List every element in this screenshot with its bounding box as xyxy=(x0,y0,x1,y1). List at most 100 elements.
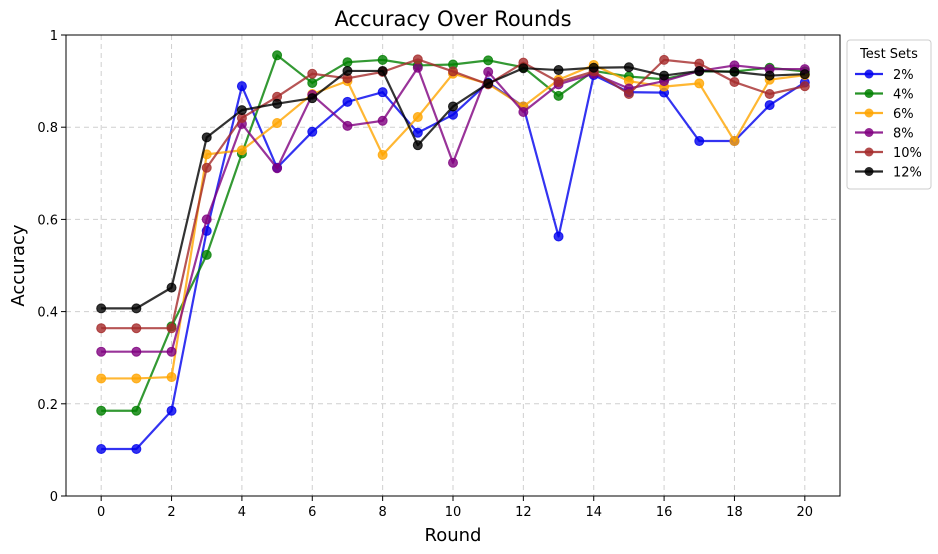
data-point xyxy=(96,443,107,454)
legend-title: Test Sets xyxy=(859,47,918,62)
data-point xyxy=(553,231,564,242)
legend-swatch-marker xyxy=(864,147,874,157)
data-point xyxy=(166,405,177,416)
data-point xyxy=(448,157,458,168)
data-point xyxy=(553,65,564,76)
data-point xyxy=(272,118,283,129)
data-point xyxy=(96,346,107,357)
data-point xyxy=(799,69,810,80)
legend-swatch-marker xyxy=(864,128,874,137)
data-point xyxy=(377,65,388,76)
x-tick-label: 16 xyxy=(656,505,673,520)
data-point xyxy=(342,65,353,76)
data-point xyxy=(96,373,107,384)
data-point xyxy=(131,443,142,454)
data-point xyxy=(201,132,212,143)
x-tick-label: 8 xyxy=(378,505,386,520)
legend-swatch-marker xyxy=(864,167,874,176)
legend-swatch-marker xyxy=(864,89,874,98)
y-tick-label: 0.8 xyxy=(37,121,58,136)
data-point xyxy=(166,346,177,357)
data-point xyxy=(201,162,212,173)
x-tick-label: 12 xyxy=(515,505,532,520)
x-tick-label: 20 xyxy=(797,505,814,520)
data-point xyxy=(307,68,318,79)
x-tick-label: 14 xyxy=(585,505,602,520)
data-point xyxy=(448,101,458,112)
legend-label: 4% xyxy=(893,88,914,103)
x-axis-label: Round xyxy=(425,525,482,546)
legend-item: 10% xyxy=(855,146,922,161)
legend-swatch-marker xyxy=(864,108,874,118)
data-point xyxy=(764,100,775,111)
y-axis-label: Accuracy xyxy=(8,224,29,307)
data-point xyxy=(272,98,283,109)
y-tick-label: 0 xyxy=(50,490,58,505)
data-point xyxy=(412,54,423,65)
data-point xyxy=(553,90,564,101)
data-point xyxy=(236,81,247,92)
legend-item: 6% xyxy=(855,107,914,122)
data-point xyxy=(764,89,775,100)
legend-item: 8% xyxy=(855,127,914,142)
data-point xyxy=(729,66,740,77)
data-point xyxy=(377,115,388,126)
data-point xyxy=(96,405,107,416)
data-point xyxy=(588,62,599,73)
data-point xyxy=(342,120,353,131)
data-point xyxy=(377,87,388,98)
legend-label: 2% xyxy=(893,68,914,83)
series-layer xyxy=(96,50,810,454)
series-5 xyxy=(96,54,810,334)
data-point xyxy=(483,66,494,77)
legend-item: 4% xyxy=(855,88,914,103)
data-point xyxy=(694,78,705,89)
x-axis-ticks: 0 2 4 6 8 10 12 14 16 18 20 xyxy=(97,496,813,520)
data-point xyxy=(96,303,107,314)
data-point xyxy=(659,54,670,65)
data-point xyxy=(412,112,423,123)
y-tick-label: 0.2 xyxy=(37,398,58,413)
legend-label: 12% xyxy=(893,166,922,181)
x-tick-label: 0 xyxy=(97,505,105,520)
data-point xyxy=(307,93,318,104)
data-point xyxy=(377,54,388,65)
data-point xyxy=(131,303,142,314)
data-point xyxy=(131,346,142,357)
data-point xyxy=(412,62,423,73)
data-point xyxy=(201,214,212,225)
y-axis-ticks: 0 0.2 0.4 0.6 0.8 1 xyxy=(37,29,66,505)
data-point xyxy=(131,373,142,384)
data-point xyxy=(307,126,318,137)
data-point xyxy=(201,249,212,260)
data-point xyxy=(412,127,423,138)
data-point xyxy=(131,323,142,334)
data-point xyxy=(131,405,142,416)
legend-label: 10% xyxy=(893,146,922,161)
data-point xyxy=(236,105,247,116)
data-point xyxy=(518,106,529,117)
data-point xyxy=(729,77,740,88)
legend-label: 6% xyxy=(893,107,914,122)
data-point xyxy=(729,136,740,147)
data-point xyxy=(342,57,353,68)
series-6 xyxy=(96,62,810,314)
data-point xyxy=(166,372,177,383)
data-point xyxy=(799,81,810,92)
legend-item: 12% xyxy=(855,166,922,181)
data-point xyxy=(96,323,107,334)
data-point xyxy=(236,145,247,156)
x-tick-label: 4 xyxy=(238,505,246,520)
legend-label: 8% xyxy=(893,127,914,142)
legend-items: 2% 4% 6% 8% 10% 12% xyxy=(855,68,922,181)
data-point xyxy=(448,66,458,77)
x-tick-label: 10 xyxy=(445,505,462,520)
data-point xyxy=(377,149,388,160)
legend-swatch-marker xyxy=(864,69,874,79)
x-tick-label: 6 xyxy=(308,505,316,520)
data-point xyxy=(448,109,458,120)
data-point xyxy=(166,282,177,293)
data-point xyxy=(518,63,529,74)
